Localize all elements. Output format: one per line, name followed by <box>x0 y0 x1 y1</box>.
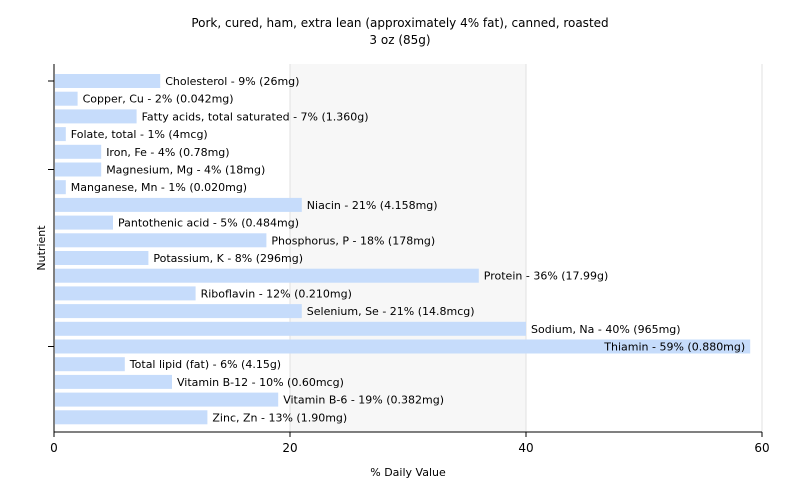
bar <box>55 127 66 142</box>
y-axis-title: Nutrient <box>35 225 48 271</box>
bar <box>55 233 267 248</box>
bar <box>55 197 302 212</box>
bar <box>55 109 137 124</box>
bar <box>55 74 161 88</box>
bar-label: Vitamin B-6 - 19% (0.382mg) <box>283 394 444 407</box>
bar <box>55 162 102 177</box>
bar <box>55 304 302 319</box>
chart-title: Pork, cured, ham, extra lean (approximat… <box>191 16 608 30</box>
chart-subtitle: 3 oz (85g) <box>369 33 430 47</box>
bar <box>55 410 208 425</box>
x-tick-label: 40 <box>518 441 533 455</box>
grid-band <box>526 64 762 432</box>
bar <box>55 374 172 389</box>
bar-label: Cholesterol - 9% (26mg) <box>165 75 299 88</box>
bar-label: Thiamin - 59% (0.880mg) <box>603 341 745 354</box>
grid-band <box>290 64 526 432</box>
x-axis-title: % Daily Value <box>370 466 446 479</box>
bar-label: Protein - 36% (17.99g) <box>484 270 609 283</box>
bar-label: Magnesium, Mg - 4% (18mg) <box>106 164 265 177</box>
bar <box>55 268 479 283</box>
bar-label: Niacin - 21% (4.158mg) <box>307 199 438 212</box>
bar <box>55 357 125 372</box>
bar-label: Vitamin B-12 - 10% (0.60mcg) <box>177 376 344 389</box>
bar-label: Riboflavin - 12% (0.210mg) <box>201 287 352 300</box>
bar <box>55 215 113 230</box>
bar-label: Copper, Cu - 2% (0.042mg) <box>83 93 234 106</box>
bar-label: Phosphorus, P - 18% (178mg) <box>271 234 435 247</box>
bar-label: Folate, total - 1% (4mcg) <box>71 128 208 141</box>
bar <box>55 180 66 195</box>
x-tick-label: 0 <box>50 441 58 455</box>
bar <box>55 339 751 354</box>
x-tick-label: 60 <box>754 441 769 455</box>
bar <box>55 321 526 336</box>
bars: Cholesterol - 9% (26mg) Copper, Cu - 2% (… <box>55 74 751 425</box>
grid <box>54 64 763 432</box>
x-tick-label: 20 <box>282 441 297 455</box>
bar-label: Zinc, Zn - 13% (1.90mg) <box>212 411 347 424</box>
bar-label: Iron, Fe - 4% (0.78mg) <box>106 146 229 159</box>
bar <box>55 392 279 407</box>
bar-label: Fatty acids, total saturated - 7% (1.360… <box>142 110 369 123</box>
bar <box>55 251 149 265</box>
bar-label: Sodium, Na - 40% (965mg) <box>531 323 681 336</box>
bar-label: Pantothenic acid - 5% (0.484mg) <box>118 217 299 230</box>
bar-label: Total lipid (fat) - 6% (4.15g) <box>129 358 281 371</box>
bar <box>55 144 102 159</box>
bar-label: Potassium, K - 8% (296mg) <box>153 252 303 265</box>
axes: 0 20 40 60 <box>48 64 770 455</box>
bar-label: Manganese, Mn - 1% (0.020mg) <box>71 181 247 194</box>
bar <box>55 286 196 301</box>
bar-label: Selenium, Se - 21% (14.8mcg) <box>307 305 475 318</box>
bar <box>55 91 78 106</box>
